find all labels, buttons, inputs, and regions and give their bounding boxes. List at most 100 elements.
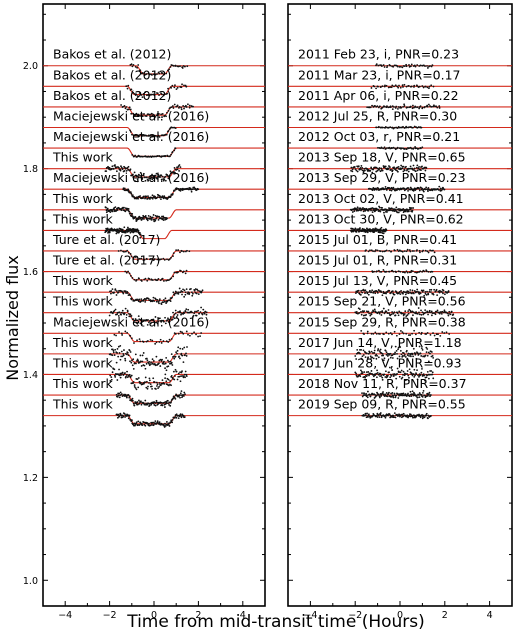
left-data-point — [114, 288, 117, 291]
right-data-point — [424, 292, 427, 295]
right-data-point — [401, 66, 404, 69]
left-data-point — [148, 320, 151, 322]
right-data-point — [395, 377, 398, 380]
right-data-point — [379, 412, 382, 414]
right-data-point — [369, 372, 372, 375]
left-data-point — [145, 134, 148, 137]
left-data-point — [144, 176, 146, 179]
right-data-point — [371, 356, 374, 359]
right-data-point — [406, 271, 409, 274]
right-data-point — [408, 64, 410, 66]
left-data-point — [181, 370, 183, 373]
left-data-point — [131, 133, 133, 136]
left-data-point — [148, 362, 150, 365]
left-data-point — [162, 257, 165, 260]
left-data-point — [163, 258, 166, 261]
left-data-point — [151, 197, 154, 200]
right-data-point — [366, 291, 369, 294]
left-data-point — [197, 335, 200, 338]
left-data-point — [137, 300, 140, 303]
right-row-label: 2013 Sep 18, V, PNR=0.65 — [298, 150, 466, 165]
left-data-point — [144, 299, 147, 301]
left-data-point — [120, 311, 123, 314]
left-data-point — [132, 368, 135, 370]
left-data-point — [147, 113, 150, 116]
right-data-point — [354, 355, 357, 357]
left-x-tick-label: −4 — [58, 610, 72, 621]
left-data-point — [138, 257, 141, 260]
left-data-point — [164, 424, 167, 427]
left-data-point — [131, 213, 134, 215]
right-x-tick-label: 2 — [442, 610, 448, 621]
left-data-point — [134, 180, 136, 183]
right-data-point — [388, 391, 390, 394]
left-data-point — [115, 170, 118, 173]
left-data-point — [110, 292, 112, 295]
left-data-point — [189, 334, 191, 337]
left-data-point — [185, 269, 188, 272]
left-data-point — [175, 416, 178, 419]
right-data-point — [379, 210, 382, 213]
right-data-point — [392, 186, 395, 189]
right-data-point — [392, 396, 395, 399]
left-data-point — [153, 381, 156, 384]
right-data-point — [406, 292, 409, 294]
left-data-point — [117, 311, 120, 314]
left-data-point — [143, 403, 146, 406]
right-data-point — [356, 206, 359, 209]
left-data-point — [160, 178, 163, 181]
right-data-point — [376, 376, 378, 379]
left-data-point — [152, 134, 155, 137]
right-data-point — [395, 271, 397, 274]
left-data-point — [138, 92, 141, 94]
left-data-point — [148, 422, 150, 425]
right-data-point — [406, 373, 408, 375]
left-data-point — [147, 318, 149, 321]
right-data-point — [362, 349, 365, 352]
left-data-point — [172, 370, 175, 373]
left-data-point — [154, 364, 157, 367]
right-data-point — [385, 292, 387, 295]
left-data-point — [106, 228, 109, 231]
right-data-point — [394, 107, 397, 109]
right-data-point — [369, 314, 372, 317]
left-data-point — [151, 387, 153, 390]
right-data-point — [402, 332, 405, 335]
left-data-point — [126, 87, 129, 90]
left-data-point — [137, 113, 140, 116]
left-data-point — [130, 361, 133, 364]
right-data-point — [409, 208, 412, 211]
right-data-point — [389, 86, 392, 89]
left-data-point — [159, 384, 162, 387]
left-data-point — [108, 314, 111, 317]
left-data-point — [129, 253, 132, 255]
left-data-point — [146, 176, 148, 179]
left-data-point — [165, 72, 168, 75]
right-data-point — [402, 373, 404, 376]
right-data-point — [404, 293, 407, 296]
left-data-point — [203, 312, 206, 315]
left-data-point — [166, 319, 169, 321]
left-data-point — [106, 227, 109, 230]
right-data-point — [442, 289, 445, 292]
right-data-point — [418, 392, 421, 394]
right-data-point — [418, 188, 421, 190]
right-data-point — [429, 249, 432, 252]
left-data-point — [176, 349, 179, 352]
left-data-point — [190, 287, 192, 290]
left-data-point — [185, 355, 188, 357]
right-data-point — [409, 165, 412, 168]
right-data-point — [407, 392, 409, 395]
left-data-point — [164, 154, 167, 157]
right-data-point — [440, 312, 443, 315]
right-data-point — [421, 395, 424, 398]
left-data-point — [151, 216, 154, 219]
right-data-point — [444, 293, 446, 296]
left-data-point — [141, 155, 144, 158]
left-data-point — [144, 115, 147, 117]
left-data-point — [109, 374, 112, 377]
right-row-label: 2018 Nov 11, R, PNR=0.37 — [298, 376, 467, 391]
right-data-point — [426, 374, 429, 377]
left-data-point — [144, 179, 147, 182]
left-data-point — [140, 280, 143, 282]
